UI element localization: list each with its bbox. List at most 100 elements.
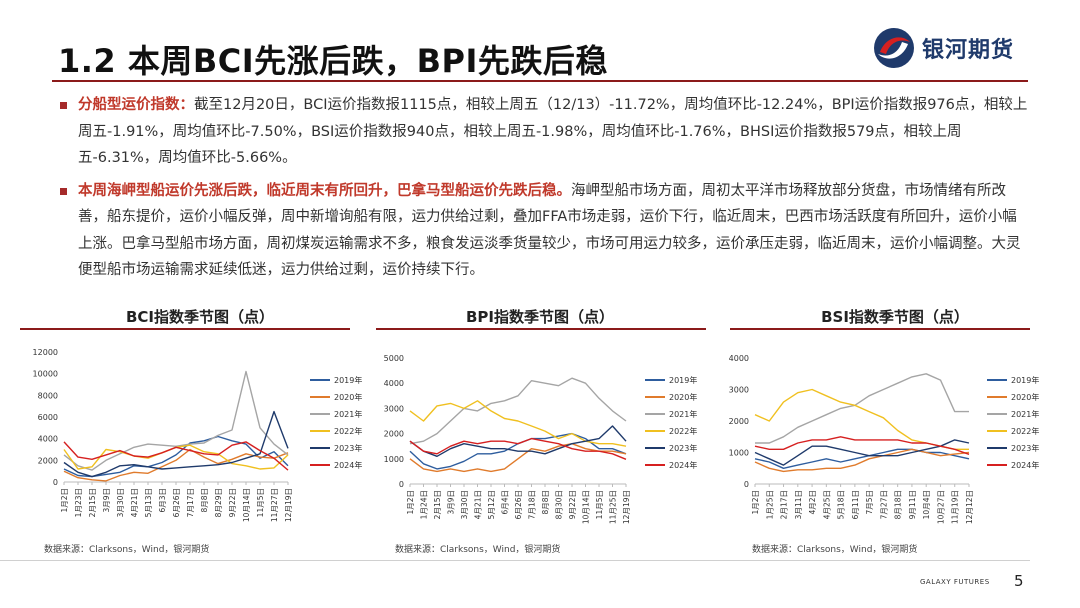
x-tick-label: 4月25日 [822,490,831,519]
legend-label: 2020年 [669,392,697,402]
bpi-chart-title: BPI指数季节图（点） [465,308,614,326]
x-tick-label: 10月14日 [242,488,251,522]
y-tick-label: 4000 [729,354,749,363]
x-tick-label: 2月17日 [780,490,789,519]
y-tick-label: 4000 [38,435,58,444]
x-tick-label: 9月22日 [568,490,577,519]
y-tick-label: 2000 [38,456,58,465]
series-line-2020年 [63,448,289,482]
series-line-2024年 [63,441,289,471]
y-tick-label: 2000 [729,417,749,426]
x-tick-label: 12月19日 [622,490,631,524]
series-line-2019年 [63,435,289,478]
x-tick-label: 8月8日 [541,490,550,515]
x-tick-label: 11月5日 [595,490,604,519]
series-line-2021年 [63,370,289,471]
logo: 银河期货 [872,26,1014,70]
galaxy-logo-icon [874,28,914,68]
x-tick-label: 8月29日 [214,488,223,517]
x-tick-label: 1月2日 [406,490,415,515]
x-tick-label: 2月15日 [433,490,442,519]
legend-label: 2022年 [1011,426,1039,436]
series-line-2020年 [409,442,627,473]
bci-chart-divider [20,328,350,330]
slide-title: 1.2 本周BCI先涨后跌，BPI先跌后稳 [58,42,608,80]
page-number: 5 [1014,572,1024,590]
x-tick-label: 7月18日 [528,490,537,519]
y-tick-label: 5000 [384,354,404,363]
legend-label: 2019年 [1011,375,1039,385]
x-tick-label: 4月2日 [808,490,817,515]
x-tick-label: 11月27日 [270,488,279,522]
x-tick-label: 3月9日 [102,488,111,513]
bci-chart: 0 2000 4000 6000 8000 10000 12000 1月2日 1月23日 2月15… [33,348,363,522]
x-tick-label: 10月4日 [922,490,931,519]
x-tick-label: 1月25日 [765,490,774,519]
y-tick-label: 0 [744,480,749,489]
x-tick-label: 3月11日 [794,490,803,519]
x-tick-label: 6月4日 [501,490,510,515]
x-tick-label: 6月11日 [851,490,860,519]
bpi-chart: 0 1000 2000 3000 4000 5000 1月2日 1月24日 2月15日 3月9日 3… [384,354,698,524]
bullet-freight-index: 分船型运价指数：截至12月20日，BCI运价指数报1115点，相较上周五（12/… [58,92,1030,172]
x-tick-label: 4月21日 [474,490,483,519]
legend-label: 2021年 [669,409,697,419]
x-tick-label: 3月9日 [447,490,456,515]
x-tick-label: 2月15日 [88,488,97,517]
legend-label: 2023年 [669,443,697,453]
series-line-2023年 [409,425,627,458]
legend-label: 2019年 [669,375,697,385]
x-tick-label: 3月30日 [116,488,125,517]
bsi-chart-title: BSI指数季节图（点） [821,308,969,326]
x-tick-label: 6月26日 [514,490,523,519]
x-tick-label: 7月27日 [879,490,888,519]
legend-label: 2023年 [334,443,362,453]
x-tick-label: 8月18日 [894,490,903,519]
y-tick-label: 2000 [384,430,404,439]
series-line-2019年 [754,448,970,470]
legend-label: 2021年 [334,409,362,419]
series-line-2023年 [63,410,289,478]
legend-label: 2022年 [334,426,362,436]
bullet-market-summary: 本周海岬型船运价先涨后跌，临近周末有所回升，巴拿马型船运价先跌后稳。海岬型船市场… [58,178,1030,284]
x-tick-label: 6月26日 [172,488,181,517]
footer-divider [0,560,1030,561]
series-line-2024年 [754,436,970,456]
x-tick-label: 11月19日 [951,490,960,524]
y-tick-label: 0 [399,480,404,489]
bullet-lead: 本周海岬型船运价先涨后跌，临近周末有所回升，巴拿马型船运价先跌后稳。 [78,182,571,199]
x-tick-label: 7月17日 [186,488,195,517]
title-divider [52,80,1028,82]
x-tick-label: 1月24日 [420,490,429,519]
legend-label: 2024年 [1011,460,1039,470]
bsi-chart-divider [730,328,1030,330]
x-tick-label: 11月5日 [256,488,265,517]
legend-label: 2019年 [334,375,362,385]
legend-label: 2020年 [334,392,362,402]
x-tick-label: 1月2日 [60,488,69,513]
y-tick-label: 8000 [38,391,58,400]
x-tick-label: 12月12日 [965,490,974,524]
x-tick-label: 7月5日 [865,490,874,515]
y-tick-label: 1000 [729,449,749,458]
series-line-2024年 [409,437,627,460]
legend-label: 2020年 [1011,392,1039,402]
x-tick-label: 1月2日 [751,490,760,515]
bci-chart-source: 数据来源：Clarksons，Wind，银河期货 [44,545,210,555]
x-tick-label: 1月23日 [74,488,83,517]
series-line-2023年 [754,439,970,466]
bsi-chart: 0 1000 2000 3000 4000 1月2日 1月25日 2月17日 3月11日 4月2日… [729,354,1040,524]
series-line-2022年 [409,400,627,447]
x-tick-label: 9月11日 [908,490,917,519]
legend-label: 2024年 [669,460,697,470]
legend-label: 2023年 [1011,443,1039,453]
bpi-chart-divider [376,328,706,330]
x-tick-label: 3月30日 [460,490,469,519]
bpi-chart-source: 数据来源：Clarksons，Wind，银河期货 [395,545,561,555]
bullet-text: 海岬型船市场方面，周初太平洋市场释放部分货盘，市场情绪有所改善，船东提价，运价小… [78,182,1021,279]
y-tick-label: 12000 [33,348,58,357]
x-tick-label: 11月25日 [609,490,618,524]
x-tick-label: 5月18日 [837,490,846,519]
bullet-text: 截至12月20日，BCI运价指数报1115点，相较上周五（12/13）-11.7… [78,97,1028,166]
series-line-2021年 [409,377,627,445]
